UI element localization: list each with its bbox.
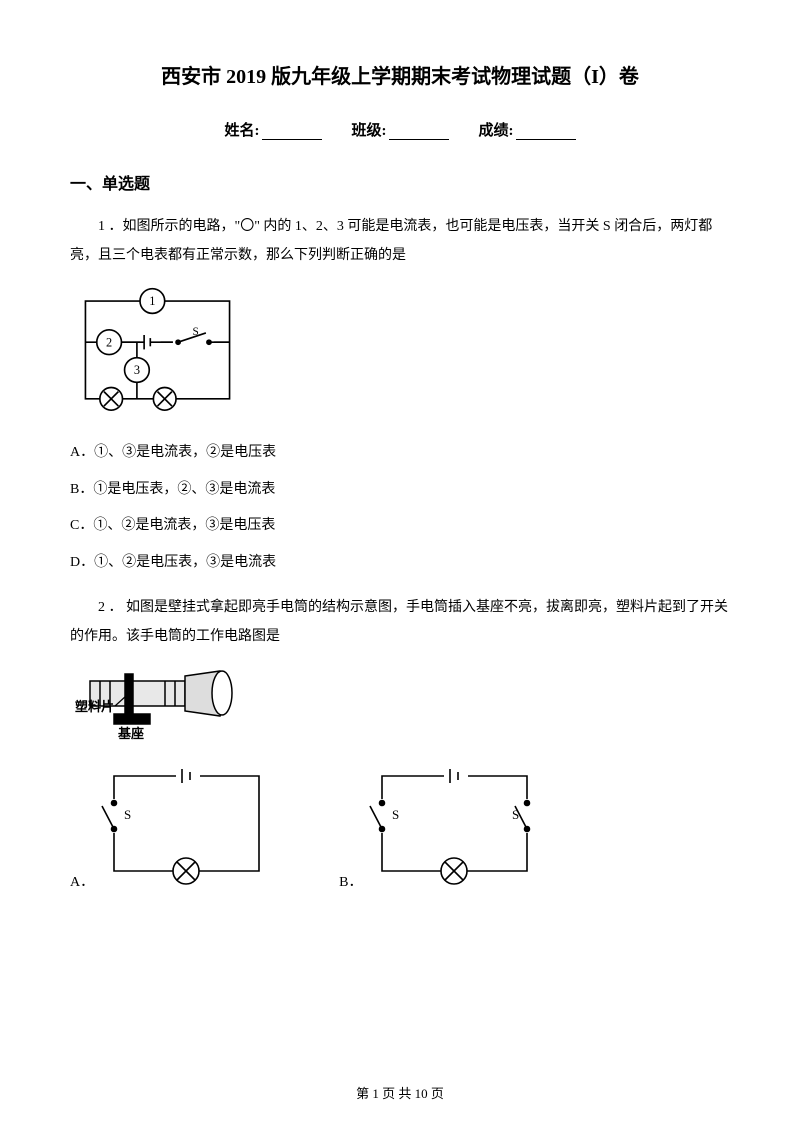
q2-figure: 塑料片 基座	[70, 666, 730, 741]
q2-text: 2 ． 如图是壁挂式拿起即亮手电筒的结构示意图，手电筒插入基座不亮，拔离即亮，塑…	[70, 593, 730, 652]
q2-optA-label: A．	[70, 871, 94, 891]
svg-text:2: 2	[106, 335, 112, 349]
q1-optD: D．①、②是电压表，③是电流表	[70, 548, 730, 579]
svg-text:S: S	[124, 807, 131, 822]
svg-text:1: 1	[149, 294, 155, 308]
score-blank	[516, 123, 576, 140]
q2-optB: B． S	[339, 761, 547, 891]
name-label: 姓名:	[225, 123, 260, 139]
q2-options: A． S	[70, 761, 730, 891]
footer: 第 1 页 共 10 页	[0, 1083, 800, 1102]
q2-optA: A． S	[70, 761, 279, 891]
svg-text:S: S	[512, 807, 519, 822]
q2-optB-label: B．	[339, 871, 362, 891]
class-label: 班级:	[352, 123, 387, 139]
section-title: 一、单选题	[70, 170, 730, 194]
q1-text: 1 ．如图所示的电路，"〇" 内的 1、2、3 可能是电流表，也可能是电压表，当…	[70, 212, 730, 271]
name-blank	[262, 123, 322, 140]
q1-optC: C．①、②是电流表，③是电压表	[70, 511, 730, 542]
svg-text:S: S	[192, 326, 198, 338]
svg-text:3: 3	[134, 363, 140, 377]
q1-optB: B．①是电压表，②、③是电流表	[70, 475, 730, 506]
plastic-label: 塑料片	[75, 699, 114, 714]
svg-text:S: S	[392, 807, 399, 822]
page-title: 西安市 2019 版九年级上学期期末考试物理试题（I）卷	[70, 60, 730, 89]
q1-optA: A．①、③是电流表，②是电压表	[70, 438, 730, 469]
score-label: 成绩:	[479, 123, 514, 139]
class-blank	[389, 123, 449, 140]
base-label: 基座	[117, 726, 144, 741]
q1-figure: 1 2 S	[70, 285, 730, 420]
info-line: 姓名: 班级: 成绩:	[70, 119, 730, 140]
